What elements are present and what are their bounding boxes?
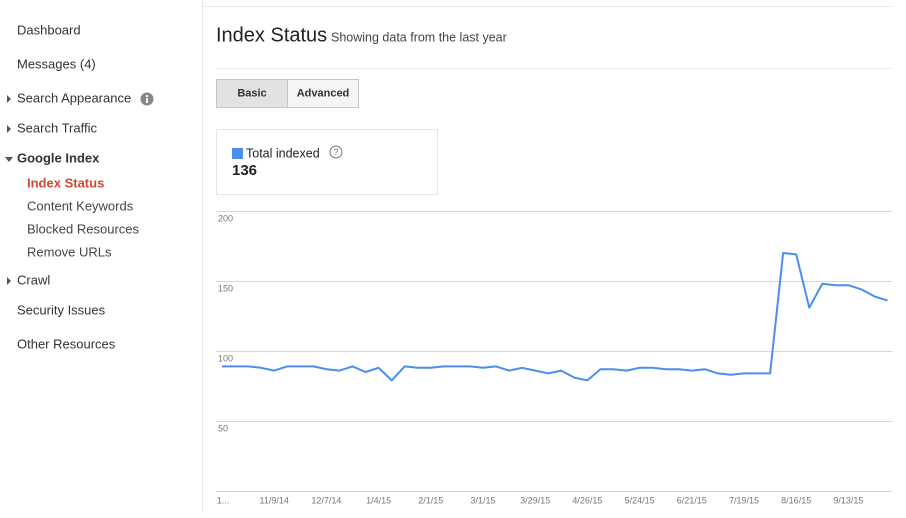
nav-subitem-active[interactable]: Index Status [27, 175, 104, 190]
info-icon-glyph [146, 95, 148, 97]
nav-item[interactable]: Search Traffic [17, 120, 97, 135]
x-tick-label: 5/24/15 [625, 495, 655, 505]
legend-swatch [232, 148, 243, 159]
x-tick-label: 1... [217, 495, 230, 505]
x-tick-label: 1/4/15 [366, 495, 391, 505]
y-tick-label: 150 [218, 283, 233, 293]
expand-arrow[interactable] [7, 125, 11, 133]
y-tick-label: 200 [218, 213, 233, 223]
tab-label[interactable]: Advanced [297, 87, 350, 99]
nav-item[interactable]: Search Appearance [17, 90, 131, 105]
collapse-arrow[interactable] [5, 157, 13, 162]
x-tick-label: 12/7/14 [311, 495, 341, 505]
x-tick-label: 3/29/15 [520, 495, 550, 505]
tab-label[interactable]: Basic [237, 87, 266, 99]
help-icon[interactable] [329, 145, 343, 159]
page-title: Index Status [216, 24, 327, 46]
x-tick-label: 3/1/15 [470, 495, 495, 505]
expand-arrow[interactable] [7, 95, 11, 103]
legend-label: Total indexed [246, 146, 320, 160]
summary-box [216, 129, 438, 195]
nav-subitem[interactable]: Content Keywords [27, 198, 134, 213]
nav-item[interactable]: Messages (4) [17, 56, 96, 71]
info-icon-glyph [146, 98, 148, 103]
chart: 50 100 150 200 1... 11/9/14 12/7/14 1/4/15 2/1/1… [216, 211, 892, 505]
y-tick-label: 100 [218, 353, 233, 363]
series-line [222, 252, 888, 382]
nav-item[interactable]: Other Resources [17, 336, 116, 351]
nav-subitem[interactable]: Remove URLs [27, 244, 112, 259]
x-tick-label: 7/19/15 [729, 495, 759, 505]
x-tick-label: 9/13/15 [833, 495, 863, 505]
x-tick-label: 4/26/15 [572, 495, 602, 505]
x-tick-label: 8/16/15 [781, 495, 811, 505]
summary-value: 136 [232, 162, 257, 179]
tab-button-selected[interactable] [216, 79, 288, 108]
tab-button[interactable] [287, 79, 359, 108]
nav-item[interactable]: Dashboard [17, 22, 81, 37]
nav-item[interactable]: Crawl [17, 272, 50, 287]
x-tick-label: 6/21/15 [677, 495, 707, 505]
nav-item[interactable]: Google Index [17, 150, 100, 165]
help-icon-glyph: ? [333, 147, 338, 157]
x-tick-label: 2/1/15 [418, 495, 443, 505]
x-tick-label: 11/9/14 [260, 495, 289, 505]
nav-item[interactable]: Security Issues [17, 302, 106, 317]
expand-arrow[interactable] [7, 277, 11, 285]
page-subtitle: Showing data from the last year [331, 30, 507, 44]
nav-subitem[interactable]: Blocked Resources [27, 221, 139, 236]
y-tick-label: 50 [218, 423, 228, 433]
